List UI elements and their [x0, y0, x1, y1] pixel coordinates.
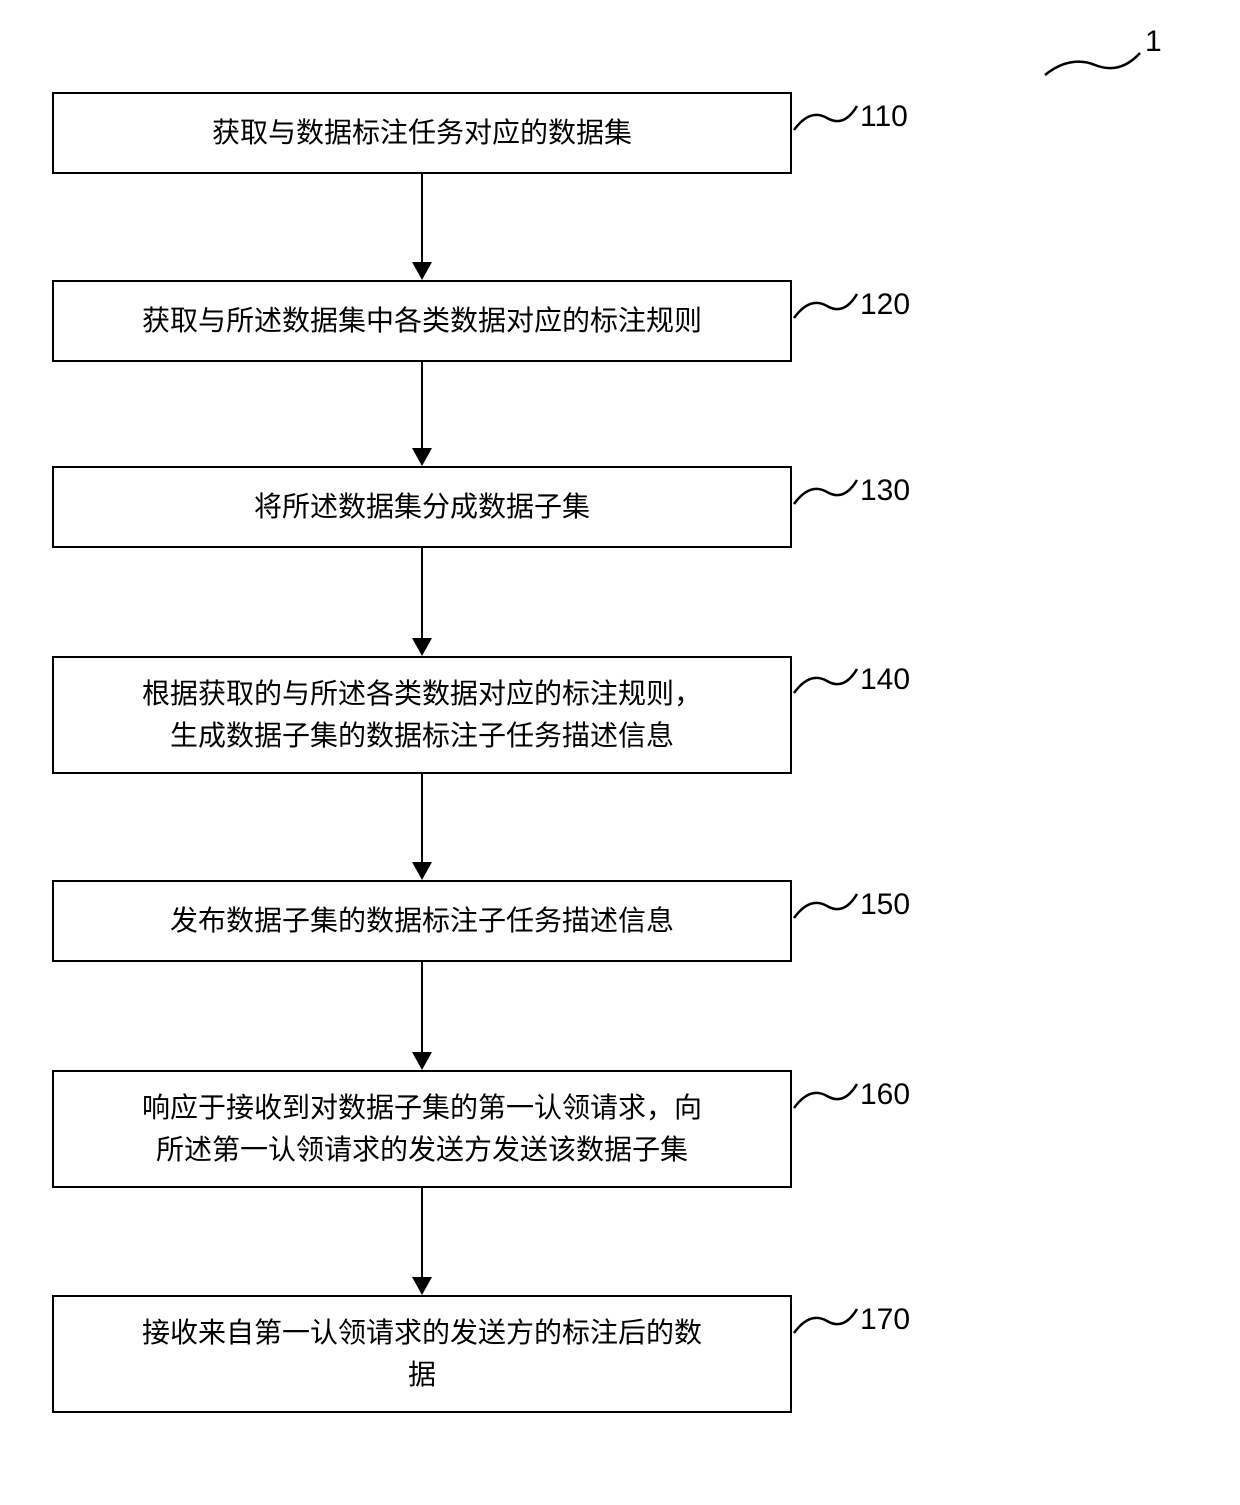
- node-text: 响应于接收到对数据子集的第一认领请求，向所述第一认领请求的发送方发送该数据子集: [142, 1087, 702, 1171]
- flowchart-container: 1 获取与数据标注任务对应的数据集 110 获取与所述数据集中各类数据对应的标注…: [0, 0, 1240, 1505]
- arrow-head: [412, 262, 432, 280]
- arrow-head: [412, 638, 432, 656]
- node-text: 获取与所述数据集中各类数据对应的标注规则: [142, 300, 702, 342]
- flowchart-node-170: 接收来自第一认领请求的发送方的标注后的数据: [52, 1295, 792, 1413]
- node-170-label: 170: [860, 1303, 910, 1337]
- node-140-connector: [792, 663, 862, 703]
- arrow-120-130: [421, 362, 423, 448]
- node-140-label: 140: [860, 663, 910, 697]
- figure-connector: [1040, 45, 1150, 85]
- node-120-connector: [792, 288, 862, 328]
- flowchart-node-150: 发布数据子集的数据标注子任务描述信息: [52, 880, 792, 962]
- arrow-head: [412, 448, 432, 466]
- node-170-connector: [792, 1303, 862, 1343]
- node-text: 根据获取的与所述各类数据对应的标注规则，生成数据子集的数据标注子任务描述信息: [142, 673, 702, 757]
- node-110-label: 110: [860, 100, 908, 134]
- flowchart-node-140: 根据获取的与所述各类数据对应的标注规则，生成数据子集的数据标注子任务描述信息: [52, 656, 792, 774]
- node-text: 接收来自第一认领请求的发送方的标注后的数据: [142, 1312, 702, 1396]
- node-text: 发布数据子集的数据标注子任务描述信息: [170, 900, 674, 942]
- node-130-connector: [792, 474, 862, 514]
- node-150-label: 150: [860, 888, 910, 922]
- flowchart-node-110: 获取与数据标注任务对应的数据集: [52, 92, 792, 174]
- arrow-head: [412, 862, 432, 880]
- arrow-head: [412, 1052, 432, 1070]
- node-130-label: 130: [860, 474, 910, 508]
- arrow-150-160: [421, 962, 423, 1052]
- flowchart-node-130: 将所述数据集分成数据子集: [52, 466, 792, 548]
- arrow-160-170: [421, 1188, 423, 1277]
- node-160-connector: [792, 1078, 862, 1118]
- node-160-label: 160: [860, 1078, 910, 1112]
- node-120-label: 120: [860, 288, 910, 322]
- arrow-110-120: [421, 174, 423, 262]
- node-150-connector: [792, 888, 862, 928]
- node-text: 获取与数据标注任务对应的数据集: [212, 112, 632, 154]
- flowchart-node-120: 获取与所述数据集中各类数据对应的标注规则: [52, 280, 792, 362]
- node-text: 将所述数据集分成数据子集: [254, 486, 590, 528]
- arrow-head: [412, 1277, 432, 1295]
- flowchart-node-160: 响应于接收到对数据子集的第一认领请求，向所述第一认领请求的发送方发送该数据子集: [52, 1070, 792, 1188]
- arrow-130-140: [421, 548, 423, 638]
- arrow-140-150: [421, 774, 423, 862]
- node-110-connector: [792, 100, 862, 140]
